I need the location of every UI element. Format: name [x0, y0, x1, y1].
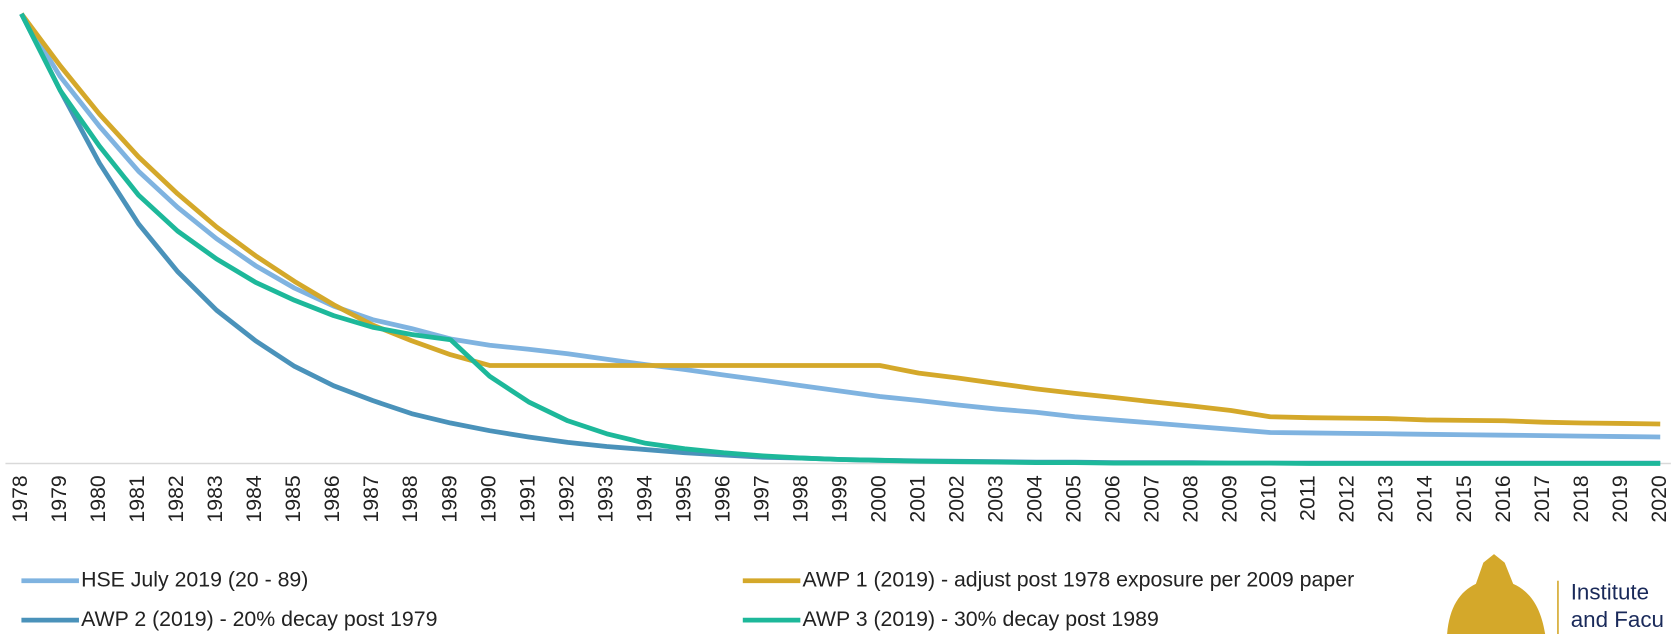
- x-tick-label: 1996: [710, 475, 734, 522]
- x-tick-label: 2019: [1608, 475, 1632, 522]
- series-line: [19, 12, 1661, 427]
- x-tick-label: 1984: [242, 475, 266, 523]
- x-tick-label: 2015: [1452, 475, 1476, 522]
- x-tick-label: 2011: [1296, 475, 1320, 521]
- x-tick-label: 1989: [437, 475, 461, 522]
- logo-crest: [1447, 554, 1546, 634]
- x-tick-label: 2016: [1491, 475, 1515, 522]
- x-tick-label: 2001: [905, 475, 929, 522]
- logo-text: Institute: [1571, 579, 1649, 604]
- series-line: [19, 12, 1661, 466]
- x-tick-label: 2006: [1101, 475, 1125, 522]
- legend-label: HSE July 2019 (20 - 89): [81, 567, 308, 591]
- series-line: [19, 12, 1661, 466]
- x-tick-label: 1997: [749, 475, 773, 522]
- x-tick-label: 2018: [1569, 475, 1593, 522]
- x-tick-label: 2002: [945, 475, 969, 522]
- x-tick-label: 1981: [125, 475, 149, 522]
- x-tick-label: 1987: [359, 475, 383, 522]
- x-tick-label: 2007: [1140, 475, 1164, 522]
- x-tick-label: 1978: [8, 475, 32, 522]
- x-tick-label: 1985: [281, 475, 305, 522]
- x-tick-label: 2020: [1647, 475, 1671, 523]
- x-tick-label: 1988: [398, 475, 422, 522]
- x-tick-label: 1992: [554, 475, 578, 522]
- x-tick-label: 2000: [866, 475, 890, 523]
- x-tick-label: 1979: [47, 475, 71, 522]
- x-tick-label: 2017: [1530, 475, 1554, 522]
- x-tick-label: 2009: [1218, 475, 1242, 522]
- x-tick-label: 2005: [1062, 475, 1086, 522]
- series-line: [19, 12, 1661, 440]
- legend-label: AWP 2 (2019) - 20% decay post 1979: [81, 607, 437, 631]
- logo: Institute and Facu: [1447, 554, 1664, 634]
- x-tick-label: 1990: [476, 475, 500, 523]
- x-tick-label: 1991: [515, 475, 539, 522]
- x-tick-label: 2014: [1413, 475, 1437, 523]
- x-tick-label: 1986: [320, 475, 344, 522]
- legend-label: AWP 1 (2019) - adjust post 1978 exposure…: [802, 567, 1354, 591]
- x-tick-label: 1999: [827, 475, 851, 522]
- x-tick-label: 1994: [632, 475, 656, 523]
- x-tick-label: 1995: [671, 475, 695, 522]
- x-tick-label: 2003: [984, 475, 1008, 522]
- x-tick-label: 1998: [788, 475, 812, 522]
- x-tick-label: 2012: [1335, 475, 1359, 522]
- x-tick-label: 1980: [86, 475, 110, 523]
- x-tick-label: 1993: [593, 475, 617, 522]
- logo-text: and Facu: [1571, 607, 1664, 632]
- x-tick-label: 2013: [1374, 475, 1398, 522]
- x-tick-label: 1983: [203, 475, 227, 522]
- x-tick-label: 1982: [164, 475, 188, 522]
- x-tick-label: 2004: [1023, 475, 1047, 523]
- x-tick-label: 2010: [1257, 475, 1281, 523]
- x-tick-label: 2008: [1179, 475, 1203, 522]
- legend-label: AWP 3 (2019) - 30% decay post 1989: [802, 607, 1158, 631]
